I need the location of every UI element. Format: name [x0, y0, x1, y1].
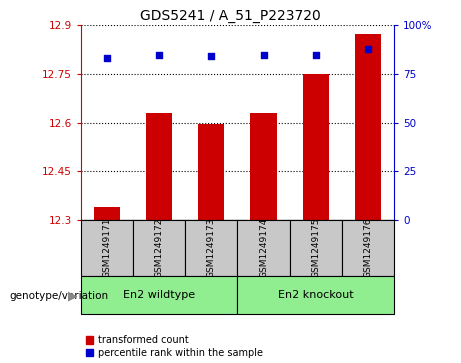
Bar [303, 74, 329, 220]
Bar [342, 220, 394, 276]
Bar [198, 124, 225, 220]
Point [103, 56, 111, 61]
Legend: transformed count, percentile rank within the sample: transformed count, percentile rank withi… [86, 335, 263, 358]
Bar [185, 220, 237, 276]
Text: GSM1249171: GSM1249171 [102, 217, 111, 278]
Bar [81, 220, 133, 276]
Point [312, 52, 319, 57]
Text: genotype/variation: genotype/variation [9, 291, 108, 301]
Bar [237, 220, 290, 276]
Text: En2 wildtype: En2 wildtype [123, 290, 195, 300]
Bar [133, 220, 185, 276]
Text: GSM1249176: GSM1249176 [364, 217, 372, 278]
Bar [355, 33, 381, 220]
Text: GSM1249172: GSM1249172 [154, 217, 164, 278]
Bar [237, 276, 394, 314]
Bar [81, 276, 237, 314]
Bar [146, 113, 172, 220]
Point [207, 54, 215, 60]
Text: GSM1249175: GSM1249175 [311, 217, 320, 278]
Text: En2 knockout: En2 knockout [278, 290, 354, 300]
Point [155, 52, 163, 57]
Text: ▶: ▶ [68, 289, 77, 302]
Text: GSM1249174: GSM1249174 [259, 217, 268, 278]
Bar [94, 207, 120, 220]
Point [260, 52, 267, 57]
Bar [250, 113, 277, 220]
Text: GDS5241 / A_51_P223720: GDS5241 / A_51_P223720 [140, 9, 321, 23]
Bar [290, 220, 342, 276]
Text: GSM1249173: GSM1249173 [207, 217, 216, 278]
Point [364, 46, 372, 52]
